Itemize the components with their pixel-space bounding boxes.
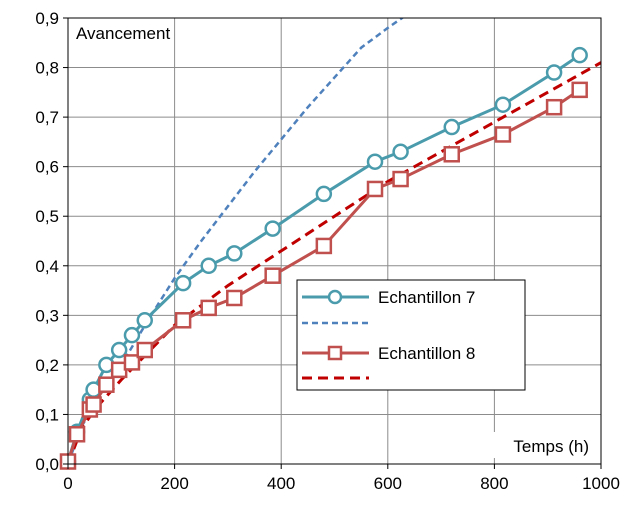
data-point xyxy=(494,96,512,113)
x-tick-label: 800 xyxy=(480,474,508,493)
data-point xyxy=(110,341,128,359)
x-tick-label: 200 xyxy=(160,474,188,493)
data-point xyxy=(85,396,102,413)
series-layer xyxy=(59,18,601,470)
legend-item-3: Echantillon 8 xyxy=(302,344,475,363)
data-point xyxy=(123,354,141,371)
data-point xyxy=(571,81,588,99)
series-line xyxy=(68,18,405,464)
data-point xyxy=(200,299,217,317)
y-tick-label: 0,2 xyxy=(35,356,59,375)
data-point xyxy=(68,426,86,443)
series-line xyxy=(68,61,601,464)
data-point xyxy=(443,118,461,136)
data-point xyxy=(174,312,192,329)
legend-marker xyxy=(327,345,343,361)
y-tick-label: 0,4 xyxy=(35,257,59,276)
tick-labels: 0 200 400 600 800 1000 0,0 0,1 0,2 0,3 0,4 0,5 0,6 0,… xyxy=(35,9,620,493)
data-point xyxy=(264,267,281,284)
y-tick-label: 0,7 xyxy=(35,108,59,127)
data-point xyxy=(392,143,409,161)
x-tick-label: 400 xyxy=(267,474,295,493)
data-point xyxy=(545,98,563,116)
x-tick-label: 1000 xyxy=(582,474,620,493)
data-point xyxy=(226,245,243,262)
data-point xyxy=(315,237,333,255)
data-point xyxy=(123,326,141,344)
data-point xyxy=(200,257,217,275)
x-axis-title: Temps (h) xyxy=(513,437,589,456)
y-tick-label: 0,8 xyxy=(35,59,59,78)
data-point xyxy=(571,46,588,64)
data-point xyxy=(392,170,409,188)
data-point xyxy=(98,376,115,393)
data-point xyxy=(494,126,512,143)
data-point xyxy=(315,185,333,203)
legend-label: Echantillon 7 xyxy=(378,288,475,307)
legend-items: Echantillon 7 Echantillon 8 xyxy=(302,288,475,380)
series-2 xyxy=(68,18,405,464)
x-tick-label: 600 xyxy=(374,474,402,493)
y-tick-label: 0,6 xyxy=(35,158,59,177)
y-tick-label: 0,5 xyxy=(35,207,59,226)
series-3 xyxy=(59,81,588,470)
data-point xyxy=(545,64,563,81)
data-point xyxy=(264,220,281,237)
y-tick-label: 0,1 xyxy=(35,405,59,424)
data-point xyxy=(366,180,384,198)
series-4 xyxy=(68,61,601,464)
series-1 xyxy=(59,46,588,470)
data-point xyxy=(366,153,384,170)
x-axis-title-background xyxy=(471,432,597,458)
x-tick-label: 0 xyxy=(63,474,72,493)
legend-marker xyxy=(327,289,343,305)
plot-area-border xyxy=(67,17,602,465)
data-point xyxy=(443,146,461,163)
data-point xyxy=(136,341,154,359)
data-point xyxy=(136,312,154,329)
y-tick-label: 0,3 xyxy=(35,306,59,325)
data-point xyxy=(226,289,243,307)
y-tick-label: 0,9 xyxy=(35,9,59,28)
legend-item-1: Echantillon 7 xyxy=(302,288,475,307)
y-axis-title: Avancement xyxy=(76,24,170,43)
legend: Echantillon 7 Echantillon 8 xyxy=(296,279,526,391)
y-tick-label: 0,0 xyxy=(35,455,59,474)
legend-label: Echantillon 8 xyxy=(378,344,475,363)
data-point xyxy=(174,274,192,292)
